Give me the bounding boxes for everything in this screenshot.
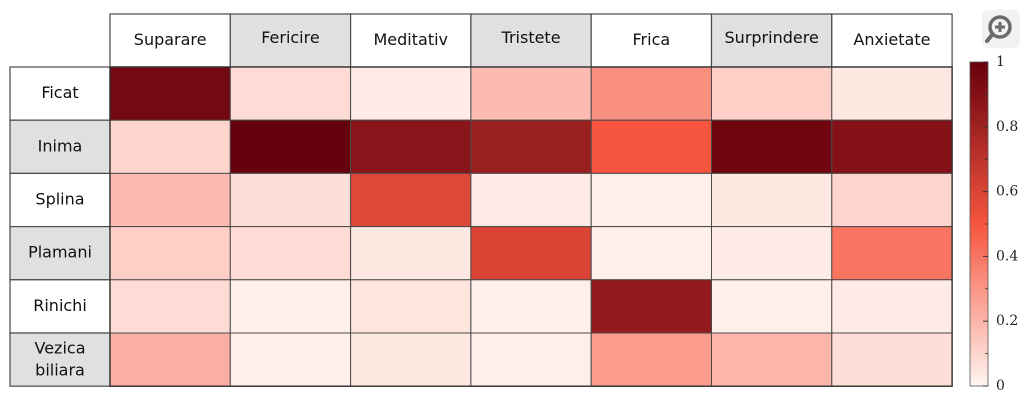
heatmap-cell <box>350 172 472 228</box>
heatmap-cells <box>109 66 953 387</box>
heatmap-cell <box>590 66 713 121</box>
heatmap-cell <box>590 332 713 387</box>
heatmap-cell <box>590 279 713 334</box>
column-header-label: Surprindere <box>725 28 819 47</box>
heatmap-cell <box>109 332 231 387</box>
heatmap-cell <box>711 172 833 228</box>
colorbar-tick-label: 0 <box>996 378 1005 394</box>
heatmap-cell <box>470 279 592 334</box>
heatmap-cell <box>831 332 953 387</box>
heatmap-cell <box>470 119 592 174</box>
heatmap-cell <box>711 279 833 334</box>
heatmap-cell <box>831 279 953 334</box>
heatmap-cell <box>109 66 231 121</box>
row-header-cell <box>9 172 111 228</box>
heatmap-cell <box>229 279 352 334</box>
row-header-label: Ficat <box>41 83 78 102</box>
row-header-label: Splina <box>35 190 84 209</box>
heatmap-cell <box>229 66 352 121</box>
heatmap-cell <box>350 119 472 174</box>
heatmap-cell <box>109 279 231 334</box>
heatmap-cell <box>590 119 713 174</box>
column-headers: Suparare Fericire Meditativ Tristete Frica Su… <box>109 13 953 68</box>
heatmap-cell <box>470 226 592 281</box>
heatmap-cell <box>590 172 713 228</box>
heatmap-cell <box>229 332 352 387</box>
column-header-label: Frica <box>633 30 671 49</box>
zoom-in-icon[interactable] <box>982 10 1020 48</box>
column-header-cell <box>109 13 231 68</box>
heatmap-cell <box>711 226 833 281</box>
column-header-label: Fericire <box>261 28 320 47</box>
column-header-label: Tristete <box>501 28 561 47</box>
heatmap-cell <box>831 226 953 281</box>
heatmap-cell <box>229 119 352 174</box>
row-header-label: Plamani <box>28 243 92 262</box>
heatmap-cell <box>470 66 592 121</box>
column-header-label: Meditativ <box>373 30 448 49</box>
row-header-label: Vezica biliara <box>35 339 86 380</box>
heatmap-cell <box>229 172 352 228</box>
row-headers: Ficat Inima Splina Plamani Rinichi Vezica bili… <box>9 66 111 387</box>
heatmap-cell <box>470 172 592 228</box>
heatmap-cell <box>711 119 833 174</box>
heatmap-cell <box>711 66 833 121</box>
heatmap-cell <box>711 332 833 387</box>
heatmap-cell <box>831 172 953 228</box>
row-header-label: Rinichi <box>33 296 87 315</box>
grid-border <box>109 66 953 387</box>
colorbar: 0 0.2 0.4 0.6 0.8 1 <box>969 54 1018 394</box>
heatmap-cell <box>470 332 592 387</box>
heatmap-cell <box>350 226 472 281</box>
heatmap-cell <box>831 119 953 174</box>
heatmap-cell <box>229 226 352 281</box>
heatmap-cell <box>109 119 231 174</box>
colorbar-tick-label: 0.6 <box>996 184 1018 200</box>
column-header-cell <box>229 13 352 68</box>
row-header-cell <box>9 332 111 387</box>
heatmap-cell <box>109 172 231 228</box>
colorbar-tick-label: 0.8 <box>996 119 1018 135</box>
heatmap-cell <box>350 66 472 121</box>
row-header-cell <box>9 279 111 334</box>
row-header-cell <box>9 66 111 121</box>
row-header-label: Inima <box>38 136 83 155</box>
heatmap-cell <box>350 279 472 334</box>
heatmap-cell <box>831 66 953 121</box>
column-header-label: Suparare <box>134 30 207 49</box>
colorbar-tick-label: 0.4 <box>996 248 1018 264</box>
heatmap-cell <box>590 226 713 281</box>
column-header-label: Anxietate <box>853 30 930 49</box>
heatmap-cell <box>350 332 472 387</box>
colorbar-tick-label: 1 <box>996 54 1005 70</box>
column-header-cell <box>350 13 472 68</box>
colorbar-tick-label: 0.2 <box>996 313 1018 329</box>
column-header-cell <box>710 13 833 68</box>
heatmap-cell <box>109 226 231 281</box>
